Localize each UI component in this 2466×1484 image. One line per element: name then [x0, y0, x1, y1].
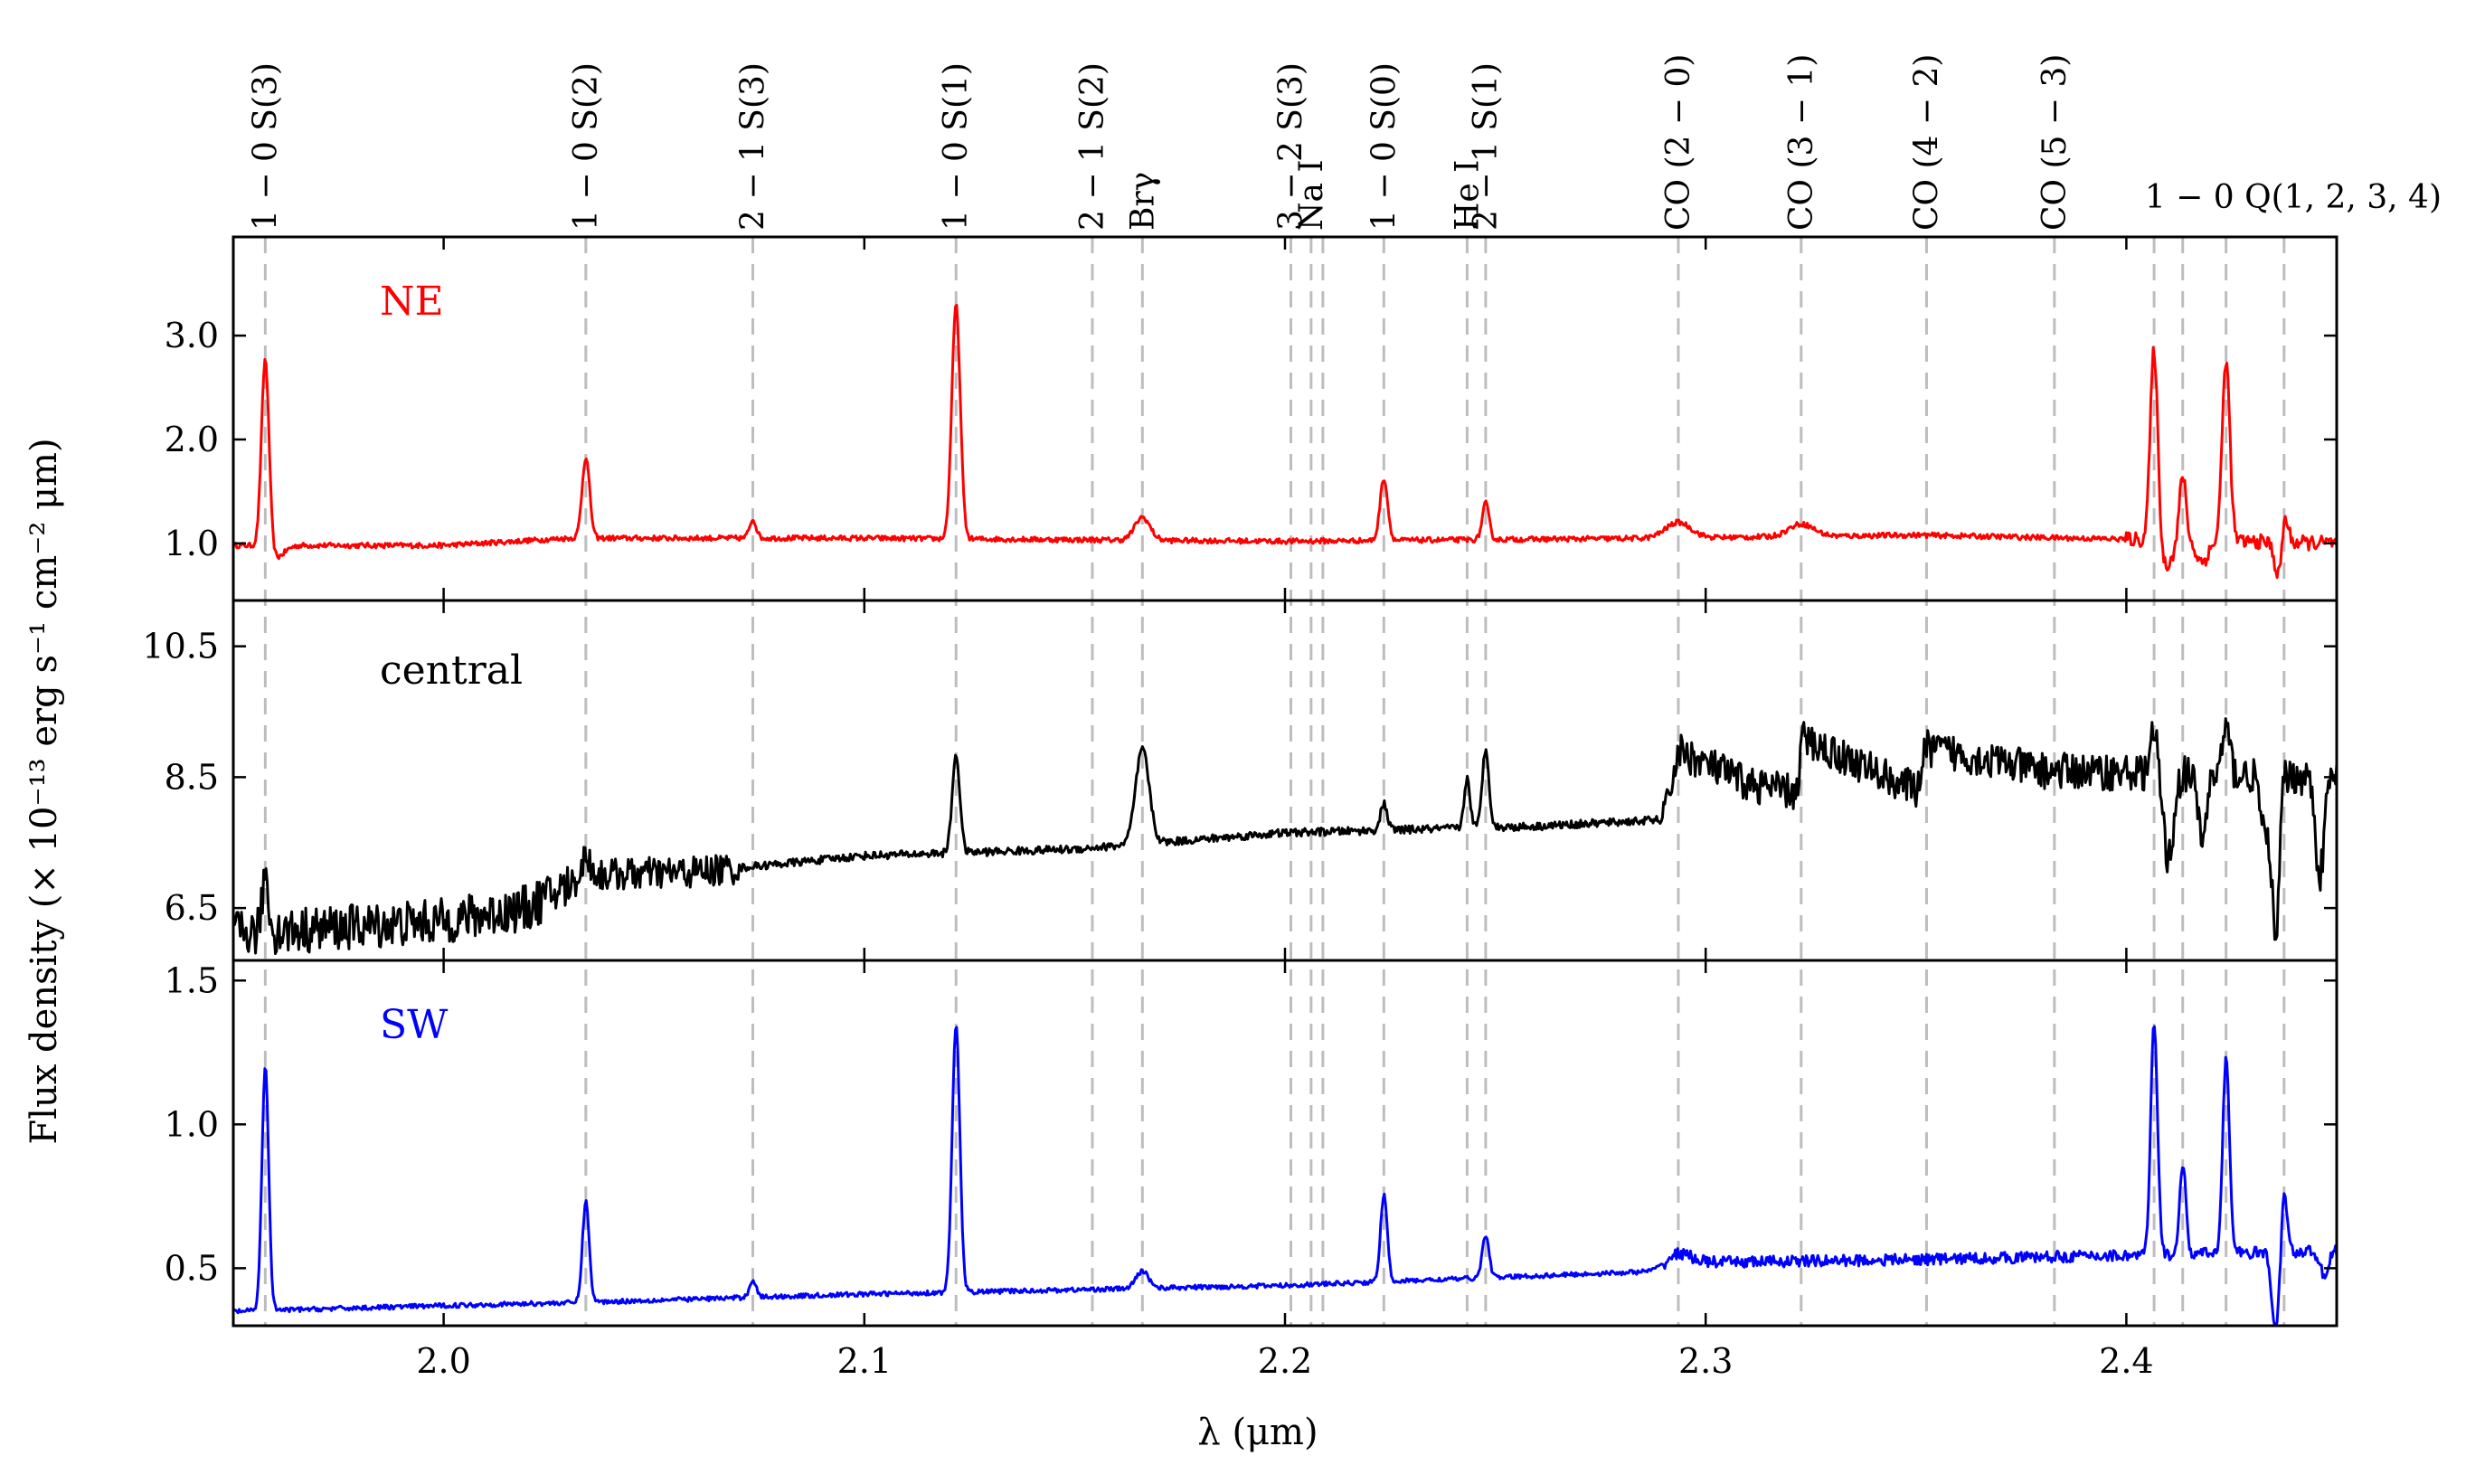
- line-label-2: 2 − 1 S(3): [735, 62, 772, 231]
- line-label-13: CO (3 − 1): [1783, 54, 1820, 231]
- series-NE: [231, 303, 2338, 580]
- series-central: [231, 717, 2338, 955]
- line-label-9: 1 − 0 S(0): [1365, 62, 1403, 231]
- line-label-16: 1 − 0 Q(1, 2, 3, 4): [2145, 179, 2442, 216]
- y-tick-label-central-0: 6.5: [165, 888, 219, 928]
- x-tick-label-4: 2.4: [2099, 1341, 2153, 1381]
- panel-label-SW: SW: [380, 1002, 449, 1048]
- line-identifications: 1 − 0 S(3) 1 − 0 S(2) 2 − 1 S(3) 1 − 0 S(1)…: [247, 54, 2442, 231]
- y-tick-label-SW-1: 1.0: [165, 1104, 219, 1144]
- line-label-12: CO (2 − 0): [1660, 54, 1697, 231]
- x-tick-label-3: 2.3: [1678, 1341, 1733, 1381]
- line-label-3: 1 − 0 S(1): [938, 62, 975, 231]
- y-tick-label-NE-2: 3.0: [165, 316, 219, 355]
- line-label-10: He I: [1449, 160, 1486, 231]
- panel-label-NE: NE: [380, 279, 444, 325]
- y-tick-label-central-2: 10.5: [142, 627, 219, 666]
- x-tick-label-0: 2.0: [416, 1341, 470, 1381]
- y-tick-label-SW-0: 0.5: [165, 1248, 219, 1288]
- line-label-6: 3 − 2 S(3): [1273, 62, 1310, 231]
- spectra-series: [231, 303, 2338, 1328]
- y-tick-label-central-1: 8.5: [165, 757, 219, 797]
- x-tick-label-1: 2.1: [837, 1341, 892, 1381]
- line-guides: [263, 237, 2286, 1326]
- y-tick-label-NE-0: 1.0: [165, 524, 219, 563]
- line-label-4: 2 − 1 S(2): [1074, 62, 1111, 231]
- x-tick-label-2: 2.2: [1258, 1341, 1312, 1381]
- line-label-0: 1 − 0 S(3): [247, 62, 284, 231]
- line-label-7: Na I: [1293, 159, 1330, 231]
- series-SW: [232, 1025, 2338, 1328]
- axis-ticks: [233, 237, 2337, 1326]
- chart-text: 1.0 2.0 3.0 NE 6.5 8.5 10.5 central 0.5 1.0 1.5 SW 2…: [142, 279, 2153, 1381]
- panel-label-central: central: [380, 647, 523, 694]
- line-label-11: 2 − 1 S(1): [1468, 62, 1505, 231]
- line-label-14: CO (4 − 2): [1908, 54, 1945, 231]
- panel-frame-SW: [231, 959, 2338, 1328]
- line-label-15: CO (5 − 3): [2036, 54, 2074, 231]
- y-tick-label-NE-1: 2.0: [165, 420, 219, 459]
- x-axis-label: λ (μm): [1197, 1412, 1318, 1453]
- panel-frame-NE: [231, 235, 2338, 602]
- line-label-1: 1 − 0 S(2): [568, 62, 605, 231]
- y-tick-label-SW-2: 1.5: [165, 960, 219, 1000]
- y-axis-label: Flux density (× 10⁻¹³ erg s⁻¹ cm⁻² μm): [24, 438, 65, 1144]
- line-label-5: Brγ: [1124, 172, 1161, 231]
